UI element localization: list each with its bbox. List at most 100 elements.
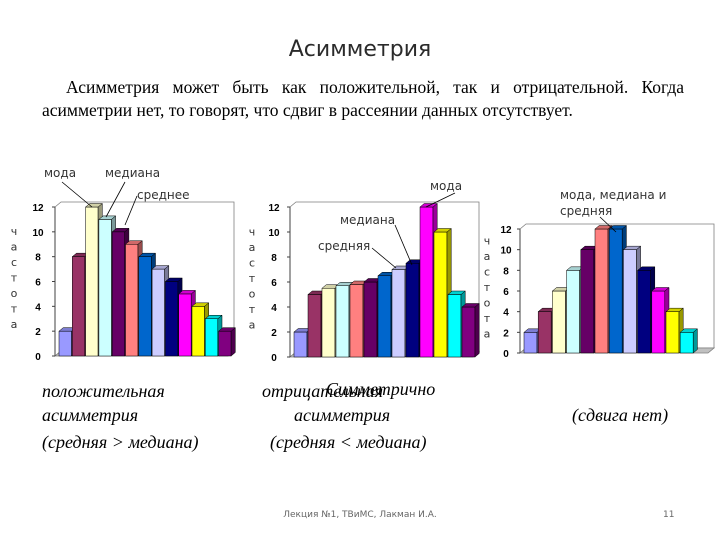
chart-bar-top	[433, 228, 452, 233]
chart-bar-top	[636, 266, 656, 271]
chart-bar-front	[377, 275, 392, 358]
chart-bar-front	[608, 228, 623, 354]
chart-y-tick-label: 10	[32, 228, 44, 239]
chart-bar-front	[523, 332, 538, 354]
chart-bar-front	[72, 256, 86, 357]
caption-positive-line2: асимметрия	[42, 405, 139, 425]
chart-bar-front	[679, 332, 694, 354]
chart-y-tick-label: 10	[268, 228, 280, 239]
chart-annotation-leader	[599, 216, 617, 233]
intro-paragraph: Асимметрия может быть как положительной,…	[42, 77, 684, 120]
chart-y-axis-label-letter: о	[484, 297, 491, 310]
chart-y-tick-label: 2	[35, 327, 41, 338]
chart-y-tick-label: 6	[35, 278, 41, 289]
chart-bar	[461, 302, 480, 358]
chart-y-tick-label: 12	[268, 203, 280, 214]
caption-negative-line3: (средняя < медиана)	[270, 432, 427, 452]
caption-symmetric-line2: (сдвига нет)	[572, 405, 669, 425]
chart-bar-front	[637, 270, 651, 354]
chart-y-axis-label-letter: ч	[11, 225, 18, 238]
chart-bar-front	[307, 294, 322, 358]
chart-y-tick-label: 4	[35, 302, 41, 313]
chart-y-tick-label: 12	[32, 203, 44, 214]
caption-negative-line1: отрицательная	[262, 381, 384, 401]
chart-bar-front	[111, 231, 125, 357]
chart-bar-front	[178, 293, 192, 357]
chart-y-tick-label: 4	[271, 303, 277, 314]
chart-bar-front	[665, 311, 680, 354]
chart-y-tick-label: 2	[271, 328, 277, 339]
chart-y-axis-label-letter: ч	[249, 226, 256, 239]
chart-y-axis-label-letter: а	[484, 250, 491, 263]
chart-bar-front	[405, 263, 420, 358]
chart-bar-top	[84, 203, 103, 208]
chart-annotation-leader	[425, 192, 456, 208]
chart-y-axis-label-letter: с	[484, 266, 490, 279]
chart-bar-front	[552, 290, 566, 354]
chart-bar-top	[419, 203, 438, 208]
chart-bar-side	[692, 328, 698, 354]
chart-bar	[217, 327, 236, 357]
chart-bar-top	[217, 327, 236, 332]
chart-bar-front	[433, 231, 448, 358]
page-number: 11	[663, 510, 675, 520]
chart-bar-top	[164, 277, 183, 282]
chart-bar-front	[218, 330, 232, 357]
chart-bar-top	[447, 290, 466, 295]
chart-annotation: мода, медиана и	[560, 188, 666, 202]
chart-annotation-leader	[371, 247, 397, 269]
chart-y-tick-label: 8	[35, 253, 41, 264]
chart-y-axis-label-letter: а	[484, 328, 491, 341]
chart-y-tick-label: 0	[271, 353, 277, 364]
slide-title: Асимметрия	[288, 37, 432, 62]
caption-symmetric-line1: Симметрично	[326, 379, 436, 399]
caption-positive-line3: (средняя > медиана)	[42, 432, 199, 452]
chart-bar-top	[111, 228, 130, 233]
chart-annotation-leader	[394, 224, 413, 266]
chart-bar-front	[419, 206, 434, 358]
chart-bar-front	[447, 294, 462, 358]
chart-y-tick-label: 8	[503, 266, 509, 277]
chart-y-axis-label-letter: а	[249, 319, 256, 332]
chart-y-axis-label-letter: т	[11, 303, 18, 316]
chart-y-axis-label-letter: о	[11, 287, 18, 300]
chart-y-axis-label-letter: с	[249, 257, 255, 270]
chart-bar-top	[461, 303, 480, 308]
chart-bar-top	[191, 302, 210, 307]
chart-y-axis-label-letter: о	[249, 288, 256, 301]
chart-y-tick-label: 8	[271, 253, 277, 264]
chart-bar-front	[58, 330, 72, 357]
chart-bar-front	[205, 318, 219, 357]
chart-bar-front	[293, 331, 308, 358]
chart-bar-front	[335, 285, 350, 358]
chart-bar-front	[461, 306, 476, 358]
chart-annotation: медиана	[340, 213, 395, 227]
chart-y-axis-label-letter: с	[11, 256, 17, 269]
caption-negative-line2: асимметрия	[294, 405, 391, 425]
chart-bar-top	[679, 328, 699, 333]
chart-bar-front	[98, 219, 112, 357]
chart-bar-front	[165, 281, 179, 357]
chart-bar-top	[622, 245, 642, 250]
chart-annotation: медиана	[105, 166, 160, 180]
chart-annotation-leader	[61, 181, 93, 208]
chart-annotation: средняя	[318, 239, 370, 253]
chart-bar-front	[623, 249, 637, 354]
footer-lecture: Лекция №1, ТВиМС, Лакман И.А.	[283, 510, 437, 520]
chart-y-tick-label: 6	[503, 287, 509, 298]
chart-y-axis-label-letter: т	[249, 303, 256, 316]
chart-bar-front	[566, 270, 580, 354]
chart-bar-front	[321, 288, 336, 358]
chart-y-axis-label-letter: а	[249, 241, 256, 254]
chart-annotation-leader	[124, 195, 138, 226]
chart-bar-front	[651, 290, 666, 354]
chart-y-tick-label: 2	[503, 328, 509, 339]
chart-bar-top	[124, 240, 143, 245]
chart-bar-top	[204, 315, 223, 319]
chart-bar-front	[537, 311, 552, 354]
chart-bar-top	[151, 265, 170, 270]
